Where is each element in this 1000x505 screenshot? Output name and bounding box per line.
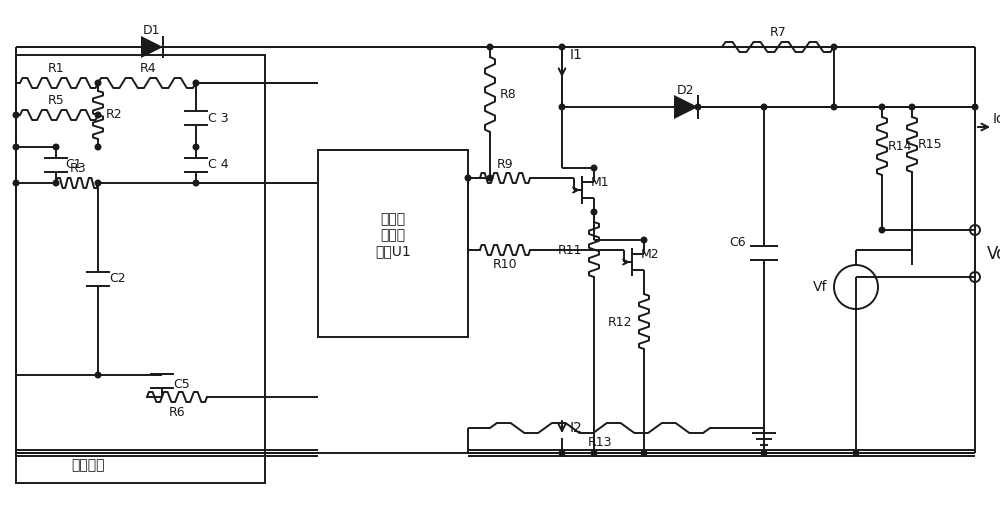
Text: C6: C6	[730, 236, 746, 249]
Text: R5: R5	[48, 94, 64, 108]
Circle shape	[591, 165, 597, 171]
Text: Vo: Vo	[987, 245, 1000, 263]
Circle shape	[193, 80, 199, 86]
Circle shape	[193, 144, 199, 150]
Circle shape	[13, 112, 19, 118]
Bar	[318, 150, 468, 337]
Circle shape	[53, 180, 59, 186]
Circle shape	[53, 144, 59, 150]
Text: R13: R13	[588, 435, 612, 448]
Text: R12: R12	[608, 316, 632, 328]
Polygon shape	[141, 36, 163, 58]
Text: I1: I1	[570, 48, 582, 62]
Circle shape	[831, 44, 837, 50]
Text: 辅助电路: 辅助电路	[71, 458, 105, 472]
Polygon shape	[674, 95, 698, 119]
Bar	[16, 55, 265, 483]
Circle shape	[591, 209, 597, 215]
Text: R10: R10	[493, 258, 517, 271]
Text: R15: R15	[918, 138, 942, 152]
Circle shape	[972, 104, 978, 110]
Text: R2: R2	[106, 109, 122, 122]
Circle shape	[95, 372, 101, 378]
Text: R7: R7	[770, 26, 786, 39]
Text: C5: C5	[174, 379, 190, 391]
Circle shape	[591, 450, 597, 456]
Circle shape	[95, 180, 101, 186]
Text: C2: C2	[110, 273, 126, 285]
Text: D2: D2	[677, 84, 695, 97]
Circle shape	[465, 175, 471, 181]
Text: C1: C1	[66, 159, 82, 172]
Text: D1: D1	[143, 25, 161, 37]
Text: R14: R14	[888, 140, 912, 154]
Text: C 4: C 4	[208, 159, 228, 172]
Circle shape	[909, 104, 915, 110]
Circle shape	[95, 80, 101, 86]
Circle shape	[487, 44, 493, 50]
Circle shape	[831, 104, 837, 110]
Circle shape	[487, 175, 493, 181]
Text: R6: R6	[169, 406, 185, 419]
Circle shape	[761, 104, 767, 110]
Circle shape	[879, 227, 885, 233]
Text: R1: R1	[48, 63, 64, 76]
Circle shape	[879, 104, 885, 110]
Text: I2: I2	[570, 421, 582, 435]
Text: M1: M1	[591, 176, 609, 188]
Circle shape	[13, 180, 19, 186]
Text: R11: R11	[558, 243, 582, 257]
Circle shape	[761, 450, 767, 456]
Circle shape	[853, 450, 859, 456]
Text: Io: Io	[993, 112, 1000, 126]
Text: C 3: C 3	[208, 112, 228, 125]
Circle shape	[559, 44, 565, 50]
Circle shape	[695, 104, 701, 110]
Text: R9: R9	[497, 158, 513, 171]
Text: R8: R8	[500, 88, 516, 102]
Text: Vf: Vf	[813, 280, 827, 294]
Circle shape	[95, 112, 101, 118]
Text: R3: R3	[70, 163, 86, 176]
Circle shape	[559, 450, 565, 456]
Circle shape	[559, 104, 565, 110]
Circle shape	[641, 450, 647, 456]
Text: 脉宽调
制控制
芯片U1: 脉宽调 制控制 芯片U1	[375, 212, 411, 258]
Circle shape	[13, 144, 19, 150]
Circle shape	[641, 237, 647, 243]
Text: R4: R4	[140, 63, 156, 76]
Text: M2: M2	[641, 247, 659, 261]
Circle shape	[95, 144, 101, 150]
Circle shape	[193, 180, 199, 186]
